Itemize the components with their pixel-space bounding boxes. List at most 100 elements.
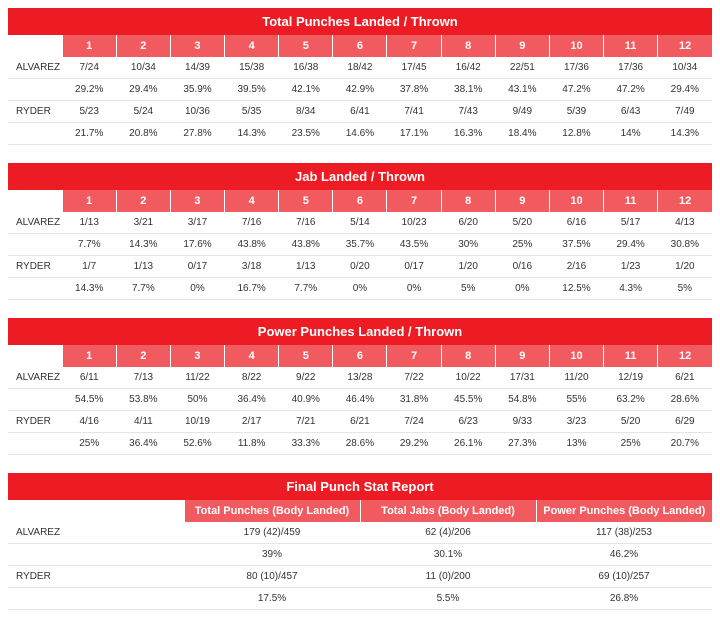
final-value: 179 (42)/459 (184, 522, 360, 544)
stat-value: 22/51 (495, 57, 549, 79)
stat-table: Total Punches Landed / Thrown12345678910… (8, 8, 712, 145)
fighter-name: ALVAREZ (8, 522, 184, 544)
stat-value: 5/39 (549, 101, 603, 123)
stat-pct: 42.9% (333, 79, 387, 101)
final-pct: 30.1% (360, 544, 536, 566)
stat-value: 1/20 (441, 256, 495, 278)
fighter-name: RYDER (8, 566, 184, 588)
stat-pct: 43.1% (495, 79, 549, 101)
stat-pct: 35.7% (333, 234, 387, 256)
stat-value: 1/13 (116, 256, 170, 278)
stat-value: 0/16 (495, 256, 549, 278)
round-header: 2 (116, 190, 170, 212)
final-col-header: Power Punches (Body Landed) (536, 500, 712, 522)
stat-pct: 28.6% (333, 433, 387, 455)
stat-pct: 29.2% (387, 433, 441, 455)
stat-value: 15/38 (225, 57, 279, 79)
round-header: 3 (170, 35, 224, 57)
round-header: 3 (170, 190, 224, 212)
stat-pct: 50% (170, 389, 224, 411)
stat-pct: 36.4% (225, 389, 279, 411)
stat-pct: 40.9% (279, 389, 333, 411)
stat-pct: 38.1% (441, 79, 495, 101)
stat-value: 4/16 (62, 411, 116, 433)
stat-value: 10/23 (387, 212, 441, 234)
table-row: RYDER5/235/2410/365/358/346/417/417/439/… (8, 101, 712, 123)
round-header: 11 (604, 345, 658, 367)
stat-value: 1/13 (62, 212, 116, 234)
round-header: 10 (549, 190, 603, 212)
stat-pct: 14.3% (116, 234, 170, 256)
stat-pct: 0% (333, 278, 387, 300)
stat-pct: 28.6% (658, 389, 712, 411)
final-table: Final Punch Stat ReportTotal Punches (Bo… (8, 473, 712, 610)
stat-value: 11/20 (549, 367, 603, 389)
stat-value: 7/24 (62, 57, 116, 79)
stat-value: 6/20 (441, 212, 495, 234)
stat-value: 4/13 (658, 212, 712, 234)
stat-value: 10/34 (116, 57, 170, 79)
final-value: 62 (4)/206 (360, 522, 536, 544)
round-header: 5 (279, 345, 333, 367)
table-row: RYDER4/164/1110/192/177/216/217/246/239/… (8, 411, 712, 433)
stat-value: 17/45 (387, 57, 441, 79)
fighter-name: ALVAREZ (8, 212, 62, 234)
stat-value: 10/22 (441, 367, 495, 389)
stat-value: 5/20 (604, 411, 658, 433)
fighter-name-blank (8, 234, 62, 256)
fighter-name-blank (8, 544, 184, 566)
round-header: 4 (225, 190, 279, 212)
round-header: 12 (658, 35, 712, 57)
fighter-name-blank (8, 278, 62, 300)
stat-pct: 0% (495, 278, 549, 300)
stat-value: 1/23 (604, 256, 658, 278)
stat-value: 0/20 (333, 256, 387, 278)
final-value: 117 (38)/253 (536, 522, 712, 544)
stat-pct: 29.4% (116, 79, 170, 101)
round-header: 8 (441, 345, 495, 367)
stat-pct: 47.2% (604, 79, 658, 101)
header-blank (8, 345, 62, 367)
stat-value: 6/21 (333, 411, 387, 433)
table-row: 7.7%14.3%17.6%43.8%43.8%35.7%43.5%30%25%… (8, 234, 712, 256)
stat-pct: 43.8% (225, 234, 279, 256)
stat-pct: 14.3% (225, 123, 279, 145)
table-row: ALVAREZ1/133/213/177/167/165/1410/236/20… (8, 212, 712, 234)
round-header: 6 (333, 35, 387, 57)
round-header: 7 (387, 190, 441, 212)
round-header: 10 (549, 345, 603, 367)
round-header: 5 (279, 190, 333, 212)
round-header: 4 (225, 345, 279, 367)
header-blank (8, 500, 184, 522)
stat-pct: 29.4% (604, 234, 658, 256)
stat-value: 7/43 (441, 101, 495, 123)
round-header: 12 (658, 190, 712, 212)
stat-pct: 21.7% (62, 123, 116, 145)
round-header: 4 (225, 35, 279, 57)
stat-pct: 7.7% (116, 278, 170, 300)
round-header: 3 (170, 345, 224, 367)
stat-pct: 14% (604, 123, 658, 145)
fighter-name: ALVAREZ (8, 57, 62, 79)
stat-value: 7/22 (387, 367, 441, 389)
table-row: ALVAREZ7/2410/3414/3915/3816/3818/4217/4… (8, 57, 712, 79)
stat-pct: 54.5% (62, 389, 116, 411)
table-row: 21.7%20.8%27.8%14.3%23.5%14.6%17.1%16.3%… (8, 123, 712, 145)
round-header: 6 (333, 190, 387, 212)
stat-pct: 45.5% (441, 389, 495, 411)
stat-pct: 7.7% (62, 234, 116, 256)
stat-value: 17/36 (604, 57, 658, 79)
stat-pct: 5% (441, 278, 495, 300)
final-col-header: Total Punches (Body Landed) (184, 500, 360, 522)
stat-value: 14/39 (170, 57, 224, 79)
stat-value: 6/21 (658, 367, 712, 389)
stat-pct: 4.3% (604, 278, 658, 300)
stat-pct: 14.3% (658, 123, 712, 145)
table-row: 29.2%29.4%35.9%39.5%42.1%42.9%37.8%38.1%… (8, 79, 712, 101)
stat-pct: 23.5% (279, 123, 333, 145)
round-header: 5 (279, 35, 333, 57)
stat-pct: 33.3% (279, 433, 333, 455)
stat-pct: 20.7% (658, 433, 712, 455)
final-value: 69 (10)/257 (536, 566, 712, 588)
stat-pct: 30.8% (658, 234, 712, 256)
